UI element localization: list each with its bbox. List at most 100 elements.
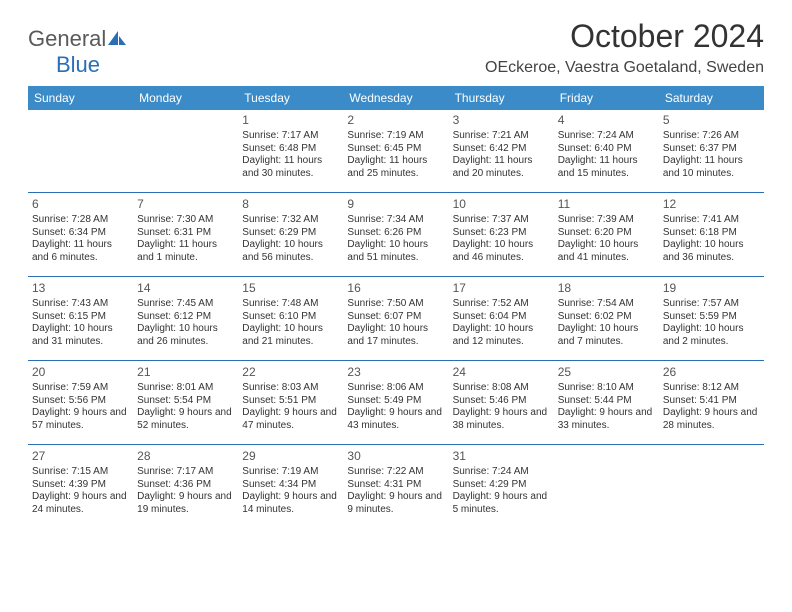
brand-part1: General [28,26,106,52]
sunrise-text: Sunrise: 8:08 AM [453,382,550,395]
weekday-monday: Monday [133,86,238,110]
calendar-day-cell: 2 Sunrise: 7:19 AMSunset: 6:45 PMDaylight… [343,110,448,192]
sunset-text: Sunset: 6:10 PM [242,311,339,324]
sunrise-text: Sunrise: 7:32 AM [242,214,339,227]
calendar-day-cell: 21Sunrise: 8:01 AMSunset: 5:54 PMDayligh… [133,362,238,444]
daylight-text: Daylight: 10 hours and 31 minutes. [32,323,129,348]
calendar-day-cell: 12Sunrise: 7:41 AMSunset: 6:18 PMDayligh… [659,194,764,276]
sunset-text: Sunset: 6:20 PM [558,227,655,240]
day-number: 23 [347,365,444,380]
sunrise-text: Sunrise: 7:39 AM [558,214,655,227]
sunset-text: Sunset: 5:59 PM [663,311,760,324]
calendar-day-cell: 19Sunrise: 7:57 AMSunset: 5:59 PMDayligh… [659,278,764,360]
sunset-text: Sunset: 5:51 PM [242,395,339,408]
daylight-text: Daylight: 9 hours and 28 minutes. [663,407,760,432]
sunset-text: Sunset: 6:48 PM [242,143,339,156]
brand-sail-icon [106,29,128,52]
daylight-text: Daylight: 11 hours and 25 minutes. [347,155,444,180]
sunrise-text: Sunrise: 8:12 AM [663,382,760,395]
sunset-text: Sunset: 6:42 PM [453,143,550,156]
daylight-text: Daylight: 9 hours and 19 minutes. [137,491,234,516]
sunrise-text: Sunrise: 7:41 AM [663,214,760,227]
day-number: 22 [242,365,339,380]
sunrise-text: Sunrise: 7:37 AM [453,214,550,227]
calendar-day-cell [28,110,133,192]
day-number: 28 [137,449,234,464]
daylight-text: Daylight: 9 hours and 24 minutes. [32,491,129,516]
daylight-text: Daylight: 11 hours and 6 minutes. [32,239,129,264]
calendar-day-cell: 20Sunrise: 7:59 AMSunset: 5:56 PMDayligh… [28,362,133,444]
weekday-saturday: Saturday [659,86,764,110]
daylight-text: Daylight: 9 hours and 33 minutes. [558,407,655,432]
daylight-text: Daylight: 11 hours and 15 minutes. [558,155,655,180]
sunset-text: Sunset: 4:34 PM [242,479,339,492]
sunrise-text: Sunrise: 7:52 AM [453,298,550,311]
sunset-text: Sunset: 5:44 PM [558,395,655,408]
sunset-text: Sunset: 4:36 PM [137,479,234,492]
calendar-day-cell: 25Sunrise: 8:10 AMSunset: 5:44 PMDayligh… [554,362,659,444]
calendar-day-cell: 24Sunrise: 8:08 AMSunset: 5:46 PMDayligh… [449,362,554,444]
sunset-text: Sunset: 6:29 PM [242,227,339,240]
sunset-text: Sunset: 5:54 PM [137,395,234,408]
month-title: October 2024 [485,18,764,55]
day-number: 30 [347,449,444,464]
day-number: 9 [347,197,444,212]
calendar-day-cell: 8Sunrise: 7:32 AMSunset: 6:29 PMDaylight… [238,194,343,276]
sunrise-text: Sunrise: 8:01 AM [137,382,234,395]
day-number: 6 [32,197,129,212]
calendar-day-cell [659,446,764,528]
sunset-text: Sunset: 5:56 PM [32,395,129,408]
daylight-text: Daylight: 11 hours and 20 minutes. [453,155,550,180]
calendar-day-cell: 28 Sunrise: 7:17 AMSunset: 4:36 PMDayligh… [133,446,238,528]
sunset-text: Sunset: 6:02 PM [558,311,655,324]
sunrise-text: Sunrise: 8:06 AM [347,382,444,395]
daylight-text: Daylight: 10 hours and 2 minutes. [663,323,760,348]
day-number: 19 [663,281,760,296]
day-number: 20 [32,365,129,380]
daylight-text: Daylight: 10 hours and 17 minutes. [347,323,444,348]
weekday-friday: Friday [554,86,659,110]
sunset-text: Sunset: 4:39 PM [32,479,129,492]
calendar-week-row: 13Sunrise: 7:43 AMSunset: 6:15 PMDayligh… [28,278,764,360]
day-number: 25 [558,365,655,380]
day-number: 7 [137,197,234,212]
sunset-text: Sunset: 5:49 PM [347,395,444,408]
calendar-day-cell [554,446,659,528]
sunrise-text: Sunrise: 7:26 AM [663,130,760,143]
sunrise-text: Sunrise: 7:21 AM [453,130,550,143]
sunset-text: Sunset: 6:45 PM [347,143,444,156]
day-number: 3 [453,113,550,128]
day-number: 2 [347,113,444,128]
sunrise-text: Sunrise: 7:28 AM [32,214,129,227]
day-number: 8 [242,197,339,212]
calendar-day-cell: 10Sunrise: 7:37 AMSunset: 6:23 PMDayligh… [449,194,554,276]
calendar-day-cell: 3 Sunrise: 7:21 AMSunset: 6:42 PMDaylight… [449,110,554,192]
sunrise-text: Sunrise: 7:34 AM [347,214,444,227]
day-number: 13 [32,281,129,296]
daylight-text: Daylight: 10 hours and 12 minutes. [453,323,550,348]
day-number: 27 [32,449,129,464]
day-number: 1 [242,113,339,128]
sunset-text: Sunset: 6:37 PM [663,143,760,156]
day-number: 17 [453,281,550,296]
calendar-day-cell: 11Sunrise: 7:39 AMSunset: 6:20 PMDayligh… [554,194,659,276]
calendar-day-cell: 29Sunrise: 7:19 AMSunset: 4:34 PMDayligh… [238,446,343,528]
sunrise-text: Sunrise: 7:19 AM [347,130,444,143]
brand-logo: GeneralBlue [28,18,128,78]
daylight-text: Daylight: 9 hours and 9 minutes. [347,491,444,516]
sunrise-text: Sunrise: 7:17 AM [137,466,234,479]
sunrise-text: Sunrise: 7:24 AM [558,130,655,143]
sunset-text: Sunset: 6:40 PM [558,143,655,156]
location-text: OEckeroe, Vaestra Goetaland, Sweden [485,59,764,77]
calendar-day-cell: 30Sunrise: 7:22 AMSunset: 4:31 PMDayligh… [343,446,448,528]
sunrise-text: Sunrise: 7:59 AM [32,382,129,395]
daylight-text: Daylight: 10 hours and 41 minutes. [558,239,655,264]
calendar-week-row: 1Sunrise: 7:17 AMSunset: 6:48 PMDaylight… [28,110,764,192]
sunset-text: Sunset: 6:04 PM [453,311,550,324]
day-number: 29 [242,449,339,464]
calendar-day-cell: 27Sunrise: 7:15 AMSunset: 4:39 PMDayligh… [28,446,133,528]
daylight-text: Daylight: 11 hours and 1 minute. [137,239,234,264]
sunrise-text: Sunrise: 7:54 AM [558,298,655,311]
calendar-day-cell: 17 Sunrise: 7:52 AMSunset: 6:04 PMDayligh… [449,278,554,360]
sunset-text: Sunset: 5:41 PM [663,395,760,408]
